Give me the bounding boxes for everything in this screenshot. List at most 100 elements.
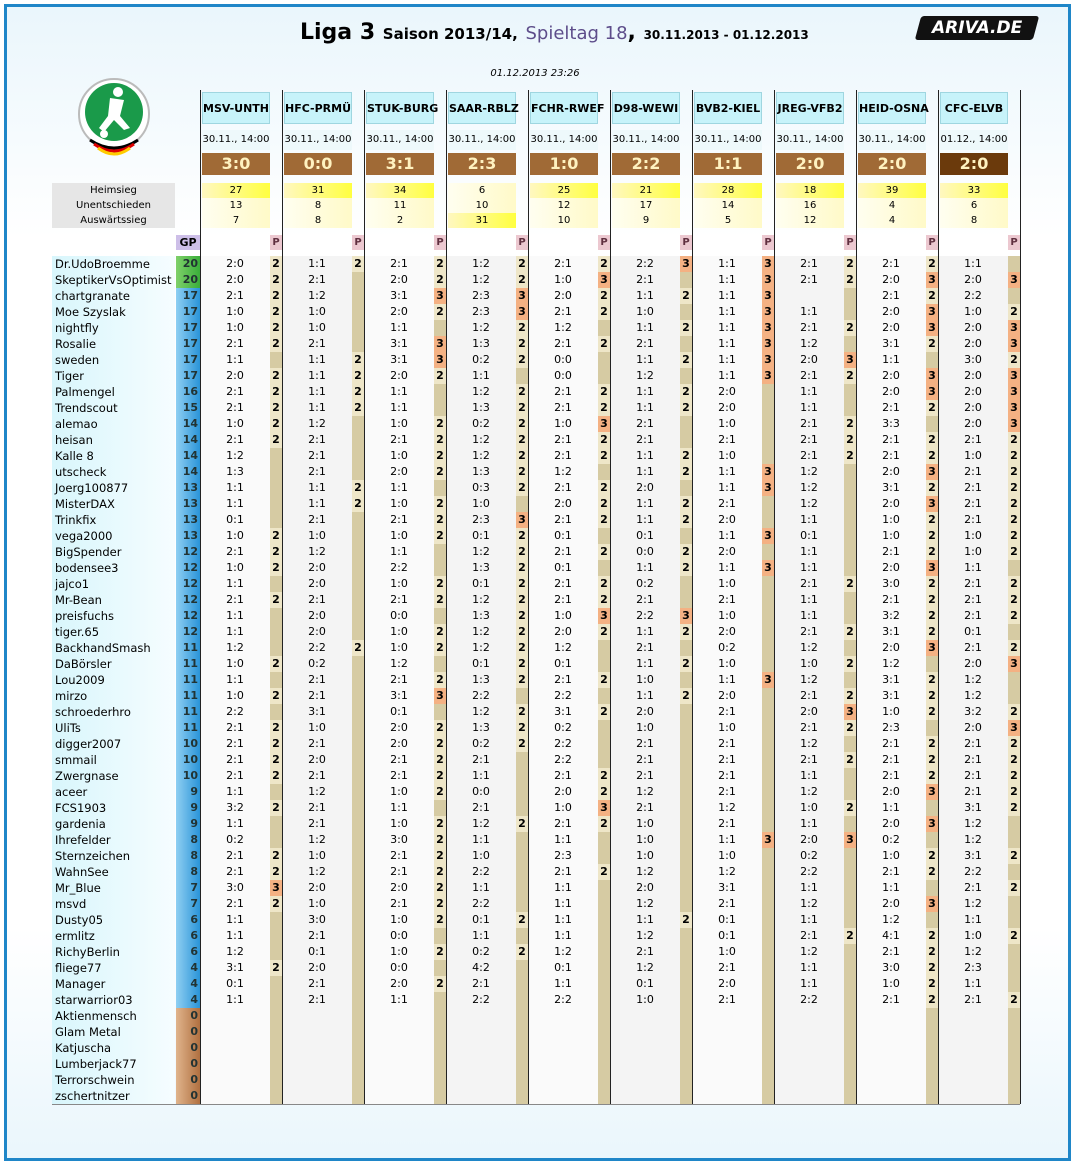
tip: 2:0 bbox=[692, 400, 762, 416]
points-empty bbox=[762, 1008, 774, 1024]
player-name: UliTs bbox=[52, 720, 175, 736]
points: 2 bbox=[434, 768, 446, 784]
tip: 1:2 bbox=[610, 864, 680, 880]
tip: 0:2 bbox=[446, 736, 516, 752]
tip: 1:2 bbox=[282, 288, 352, 304]
tip: 1:1 bbox=[610, 688, 680, 704]
tip: 2:0 bbox=[856, 304, 926, 320]
points: 2 bbox=[434, 512, 446, 528]
tip: 2:1 bbox=[364, 848, 434, 864]
tip: 2:1 bbox=[610, 800, 680, 816]
empty-tip bbox=[364, 1072, 434, 1088]
tip: 1:0 bbox=[856, 848, 926, 864]
game-date: 30.11., 14:00 bbox=[776, 130, 844, 150]
points-empty bbox=[434, 608, 446, 624]
tip: 1:0 bbox=[364, 576, 434, 592]
tip: 0:1 bbox=[282, 944, 352, 960]
gp-value: 20 bbox=[176, 272, 200, 288]
player-name: preisfuchs bbox=[52, 608, 175, 624]
gp-value: 9 bbox=[176, 800, 200, 816]
tip: 2:1 bbox=[610, 432, 680, 448]
stat-value: 21 bbox=[612, 183, 680, 198]
game-date: 30.11., 14:00 bbox=[694, 130, 762, 150]
points-empty bbox=[352, 832, 364, 848]
points-empty bbox=[598, 352, 610, 368]
empty-tip bbox=[774, 1072, 844, 1088]
tip: 1:0 bbox=[692, 848, 762, 864]
points: 2 bbox=[680, 496, 692, 512]
player-name: nightfly bbox=[52, 320, 175, 336]
player-name: Zwergnase bbox=[52, 768, 175, 784]
gp-value: 13 bbox=[176, 480, 200, 496]
points-empty bbox=[270, 832, 282, 848]
points: 3 bbox=[598, 416, 610, 432]
points-empty bbox=[844, 784, 856, 800]
tip: 1:2 bbox=[610, 368, 680, 384]
gp-value: 7 bbox=[176, 896, 200, 912]
tip: 0:2 bbox=[610, 576, 680, 592]
gp-value: 9 bbox=[176, 784, 200, 800]
points-empty bbox=[598, 976, 610, 992]
empty-tip bbox=[610, 1056, 680, 1072]
stat-value: 25 bbox=[530, 183, 598, 198]
tip: 1:1 bbox=[364, 800, 434, 816]
points-empty bbox=[516, 1072, 528, 1088]
tip: 1:2 bbox=[938, 944, 1008, 960]
points: 2 bbox=[516, 640, 528, 656]
points: 2 bbox=[680, 400, 692, 416]
points-empty bbox=[762, 624, 774, 640]
points-empty bbox=[680, 1040, 692, 1056]
points: 2 bbox=[1008, 352, 1020, 368]
brand-logo: ARIVA.DE bbox=[914, 16, 1040, 40]
points-empty bbox=[598, 640, 610, 656]
points-empty bbox=[762, 864, 774, 880]
points-empty bbox=[926, 832, 938, 848]
gp-value: 12 bbox=[176, 576, 200, 592]
column-line bbox=[610, 90, 611, 1104]
tip: 2:2 bbox=[938, 288, 1008, 304]
points-empty bbox=[844, 496, 856, 512]
tip: 2:0 bbox=[938, 336, 1008, 352]
gp-value: 6 bbox=[176, 912, 200, 928]
tip: 2:2 bbox=[446, 896, 516, 912]
tip: 1:0 bbox=[610, 832, 680, 848]
tip: 2:0 bbox=[856, 368, 926, 384]
tip: 1:3 bbox=[446, 720, 516, 736]
points: 2 bbox=[434, 256, 446, 272]
points-empty bbox=[516, 832, 528, 848]
tip: 2:1 bbox=[282, 592, 352, 608]
tip: 2:2 bbox=[282, 640, 352, 656]
points-empty bbox=[762, 384, 774, 400]
player-name: ermlitz bbox=[52, 928, 175, 944]
game-code: HEID-OSNA bbox=[858, 92, 929, 124]
tip: 1:1 bbox=[364, 992, 434, 1008]
tip: 1:1 bbox=[610, 912, 680, 928]
points: 2 bbox=[598, 400, 610, 416]
points-empty bbox=[516, 1040, 528, 1056]
tip: 0:1 bbox=[200, 512, 270, 528]
tip: 0:0 bbox=[364, 608, 434, 624]
tip: 1:1 bbox=[692, 320, 762, 336]
tip: 1:1 bbox=[528, 928, 598, 944]
points-empty bbox=[1008, 1072, 1020, 1088]
points: 2 bbox=[598, 544, 610, 560]
points-empty bbox=[598, 1056, 610, 1072]
stat-value: 28 bbox=[694, 183, 762, 198]
game-result: 1:1 bbox=[694, 153, 762, 175]
tip: 2:1 bbox=[364, 768, 434, 784]
tip: 1:1 bbox=[446, 880, 516, 896]
empty-tip bbox=[774, 1024, 844, 1040]
tip: 1:2 bbox=[446, 384, 516, 400]
points-empty bbox=[844, 1024, 856, 1040]
tip: 1:1 bbox=[610, 560, 680, 576]
points-empty bbox=[844, 336, 856, 352]
empty-tip bbox=[774, 1008, 844, 1024]
empty-tip bbox=[610, 1008, 680, 1024]
points-empty bbox=[270, 928, 282, 944]
tip: 3:1 bbox=[364, 288, 434, 304]
tip: 2:1 bbox=[282, 976, 352, 992]
points-empty bbox=[1008, 256, 1020, 272]
points: 2 bbox=[844, 576, 856, 592]
empty-tip bbox=[610, 1072, 680, 1088]
tip: 2:1 bbox=[856, 288, 926, 304]
